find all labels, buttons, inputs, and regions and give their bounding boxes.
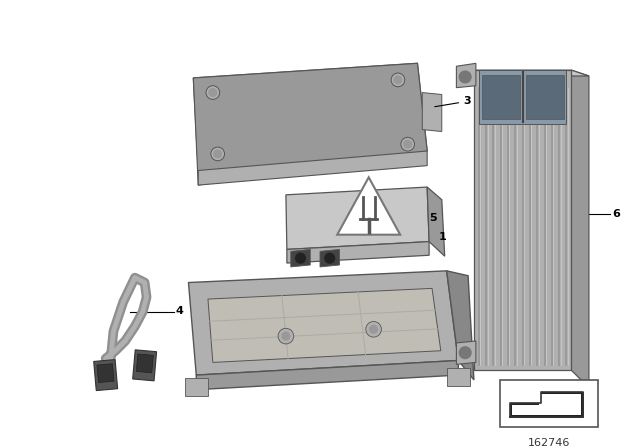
Circle shape <box>401 138 415 151</box>
Circle shape <box>206 86 220 99</box>
Polygon shape <box>456 341 476 364</box>
Polygon shape <box>572 70 589 388</box>
Polygon shape <box>512 394 581 415</box>
Polygon shape <box>422 93 442 132</box>
Circle shape <box>325 253 335 263</box>
Bar <box>184 378 208 396</box>
Polygon shape <box>188 271 458 375</box>
Polygon shape <box>510 392 583 417</box>
Circle shape <box>282 332 290 340</box>
Polygon shape <box>456 63 476 88</box>
Circle shape <box>209 89 217 96</box>
Circle shape <box>278 328 294 344</box>
Polygon shape <box>287 241 429 263</box>
Polygon shape <box>479 70 566 124</box>
Circle shape <box>366 322 381 337</box>
Circle shape <box>214 150 221 158</box>
Bar <box>500 380 598 426</box>
Circle shape <box>296 253 305 263</box>
Circle shape <box>394 76 402 84</box>
Polygon shape <box>97 364 114 383</box>
Text: 3: 3 <box>463 96 471 106</box>
Circle shape <box>391 73 404 87</box>
Circle shape <box>370 325 378 333</box>
Text: 5: 5 <box>429 213 436 223</box>
Polygon shape <box>447 271 474 380</box>
Polygon shape <box>132 350 157 381</box>
Polygon shape <box>427 187 445 256</box>
Circle shape <box>460 347 471 358</box>
Text: 4: 4 <box>176 306 184 316</box>
Text: 162746: 162746 <box>528 439 570 448</box>
Bar <box>447 368 470 386</box>
Polygon shape <box>208 289 441 362</box>
Polygon shape <box>193 63 427 185</box>
Polygon shape <box>136 354 154 373</box>
Polygon shape <box>93 360 118 391</box>
Polygon shape <box>196 361 458 390</box>
Polygon shape <box>286 187 429 250</box>
Circle shape <box>404 140 412 148</box>
Polygon shape <box>291 250 310 267</box>
Polygon shape <box>525 75 564 119</box>
Text: 6: 6 <box>612 209 620 220</box>
Polygon shape <box>474 70 572 370</box>
Polygon shape <box>320 250 339 267</box>
Polygon shape <box>337 177 400 235</box>
Polygon shape <box>198 151 427 185</box>
Text: 2: 2 <box>463 343 471 353</box>
Circle shape <box>460 71 471 83</box>
Polygon shape <box>193 63 427 171</box>
Circle shape <box>211 147 225 161</box>
Text: 1: 1 <box>439 232 447 242</box>
Polygon shape <box>474 70 589 76</box>
Polygon shape <box>482 75 520 119</box>
